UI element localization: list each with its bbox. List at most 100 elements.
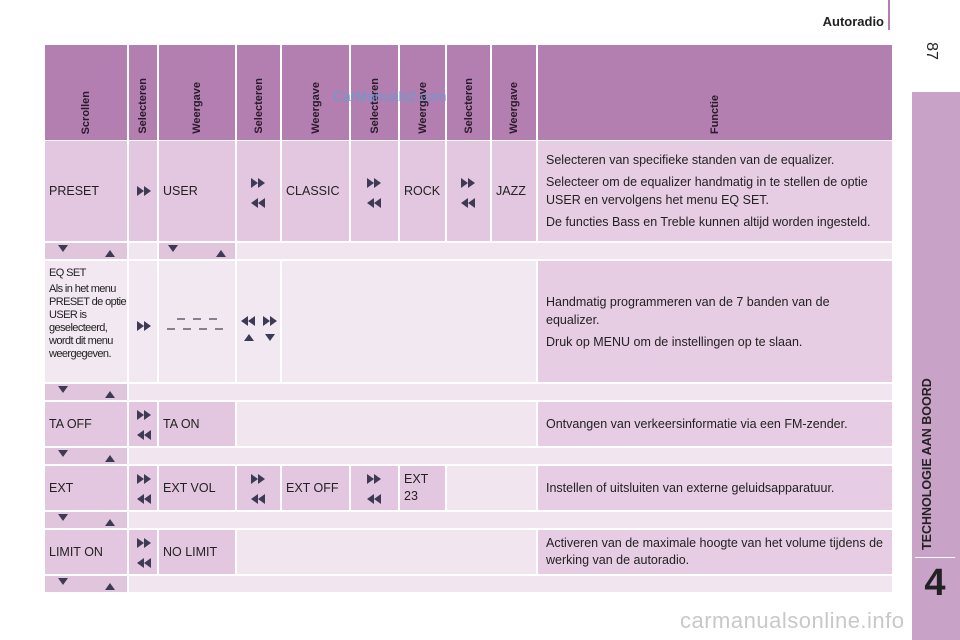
cell — [351, 141, 398, 241]
cell — [129, 261, 157, 382]
icon — [367, 474, 381, 484]
cell: TA ON — [159, 402, 235, 446]
header-rule — [888, 0, 890, 30]
cell — [237, 243, 892, 259]
cell: LIMIT ON — [45, 530, 127, 574]
icon — [367, 178, 381, 188]
column-header: Selecteren — [447, 45, 490, 140]
text: Selecteer om de equalizer handmatig in t… — [546, 175, 868, 207]
cell — [129, 576, 892, 592]
icon — [168, 245, 178, 252]
text: EQ SET — [49, 267, 86, 279]
section-title: Autoradio — [822, 14, 884, 29]
page-number: 87 — [922, 42, 940, 60]
cell: EXT OFF — [282, 466, 349, 510]
text: Als in het menu PRESET de optie USER is … — [49, 283, 127, 360]
icon — [137, 538, 151, 548]
column-header: Weergave — [400, 45, 445, 140]
column-header: Selecteren — [129, 45, 157, 140]
cell — [447, 466, 536, 510]
cell — [129, 512, 892, 528]
chapter-number: 4 — [924, 562, 946, 604]
icon — [137, 410, 151, 420]
text: Selecteren — [137, 78, 149, 134]
text: De functies Bass en Treble kunnen altijd… — [546, 215, 871, 229]
icon — [461, 198, 475, 208]
icon — [105, 519, 115, 526]
cell — [282, 261, 536, 382]
column-header: Weergave — [159, 45, 235, 140]
cell — [159, 261, 235, 382]
cell — [129, 530, 157, 574]
cell: USER — [159, 141, 235, 241]
icon — [105, 583, 115, 590]
watermark: CarManuals2.com — [333, 88, 447, 104]
cell — [45, 576, 127, 592]
text: Selecteren — [462, 78, 475, 134]
column-header: Weergave — [492, 45, 536, 140]
icon — [251, 474, 265, 484]
cell — [447, 141, 490, 241]
icon — [58, 514, 68, 521]
icon — [461, 178, 475, 188]
column-header: Selecteren — [237, 45, 280, 140]
cell — [129, 243, 157, 259]
icon — [137, 558, 151, 568]
cell — [237, 466, 280, 510]
icon — [105, 250, 115, 257]
cell: CLASSIC — [282, 141, 349, 241]
cell — [129, 384, 892, 400]
text: Handmatig programmeren van de 7 banden v… — [546, 294, 830, 327]
column-header: Selecteren — [351, 45, 398, 140]
icon — [244, 334, 254, 341]
icon — [105, 455, 115, 462]
icon — [137, 430, 151, 440]
text: Activeren van de maximale hoogte van het… — [546, 536, 883, 567]
icon — [137, 321, 151, 331]
cell: PRESET — [45, 141, 127, 241]
cell — [159, 243, 235, 259]
chapter-title: TECHNOLOGIE AAN BOORD — [920, 378, 934, 550]
column-header: Weergave — [282, 45, 349, 140]
cell — [45, 448, 127, 464]
text: Ontvangen van verkeersinformatie via een… — [546, 417, 848, 431]
icon — [58, 450, 68, 457]
text: Functie — [709, 94, 721, 134]
cell: JAZZ — [492, 141, 536, 241]
cell: EQ SET Als in het menu PRESET de optie US… — [45, 261, 127, 382]
text: Selecteren — [252, 78, 265, 134]
column-header: Scrollen — [45, 45, 127, 140]
cell — [45, 512, 127, 528]
icon — [251, 494, 265, 504]
icon — [367, 198, 381, 208]
icon — [58, 578, 68, 585]
function-cell: Activeren van de maximale hoogte van het… — [538, 530, 892, 574]
cell: ROCK — [400, 141, 445, 241]
cell — [237, 402, 536, 446]
icon — [367, 494, 381, 504]
watermark: carmanualsonline.info — [680, 608, 905, 633]
icon — [263, 316, 277, 326]
icon — [58, 386, 68, 393]
icon — [216, 250, 226, 257]
text: Druk op MENU om de instellingen op te sl… — [546, 334, 803, 349]
text: Weergave — [191, 82, 203, 134]
cell — [45, 243, 127, 259]
cell — [237, 261, 280, 382]
icon — [265, 334, 275, 341]
function-cell: Ontvangen van verkeersinformatie via een… — [538, 402, 892, 446]
icon — [241, 316, 255, 326]
cell: EXT VOL — [159, 466, 235, 510]
column-header: Functie — [538, 45, 892, 140]
cell — [45, 384, 127, 400]
text: Instellen of uitsluiten van externe gelu… — [546, 481, 835, 495]
icon — [137, 186, 151, 196]
cell — [237, 530, 536, 574]
icon — [137, 494, 151, 504]
text: Selecteren — [368, 78, 381, 134]
cell: NO LIMIT — [159, 530, 235, 574]
text: Weergave — [309, 82, 322, 134]
icon — [105, 391, 115, 398]
icon — [251, 178, 265, 188]
cell: EXT — [45, 466, 127, 510]
